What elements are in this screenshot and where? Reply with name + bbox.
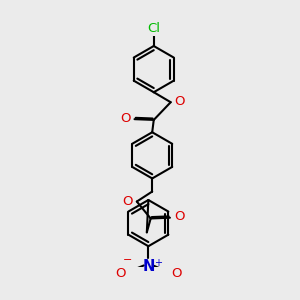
- Text: O: O: [120, 112, 130, 125]
- Text: Cl: Cl: [147, 22, 160, 35]
- Text: N: N: [142, 259, 154, 274]
- Text: O: O: [122, 195, 133, 208]
- Text: −: −: [123, 256, 132, 266]
- Text: O: O: [172, 267, 182, 280]
- Text: O: O: [174, 211, 184, 224]
- Text: O: O: [174, 95, 184, 108]
- Text: +: +: [154, 258, 163, 268]
- Text: O: O: [115, 267, 125, 280]
